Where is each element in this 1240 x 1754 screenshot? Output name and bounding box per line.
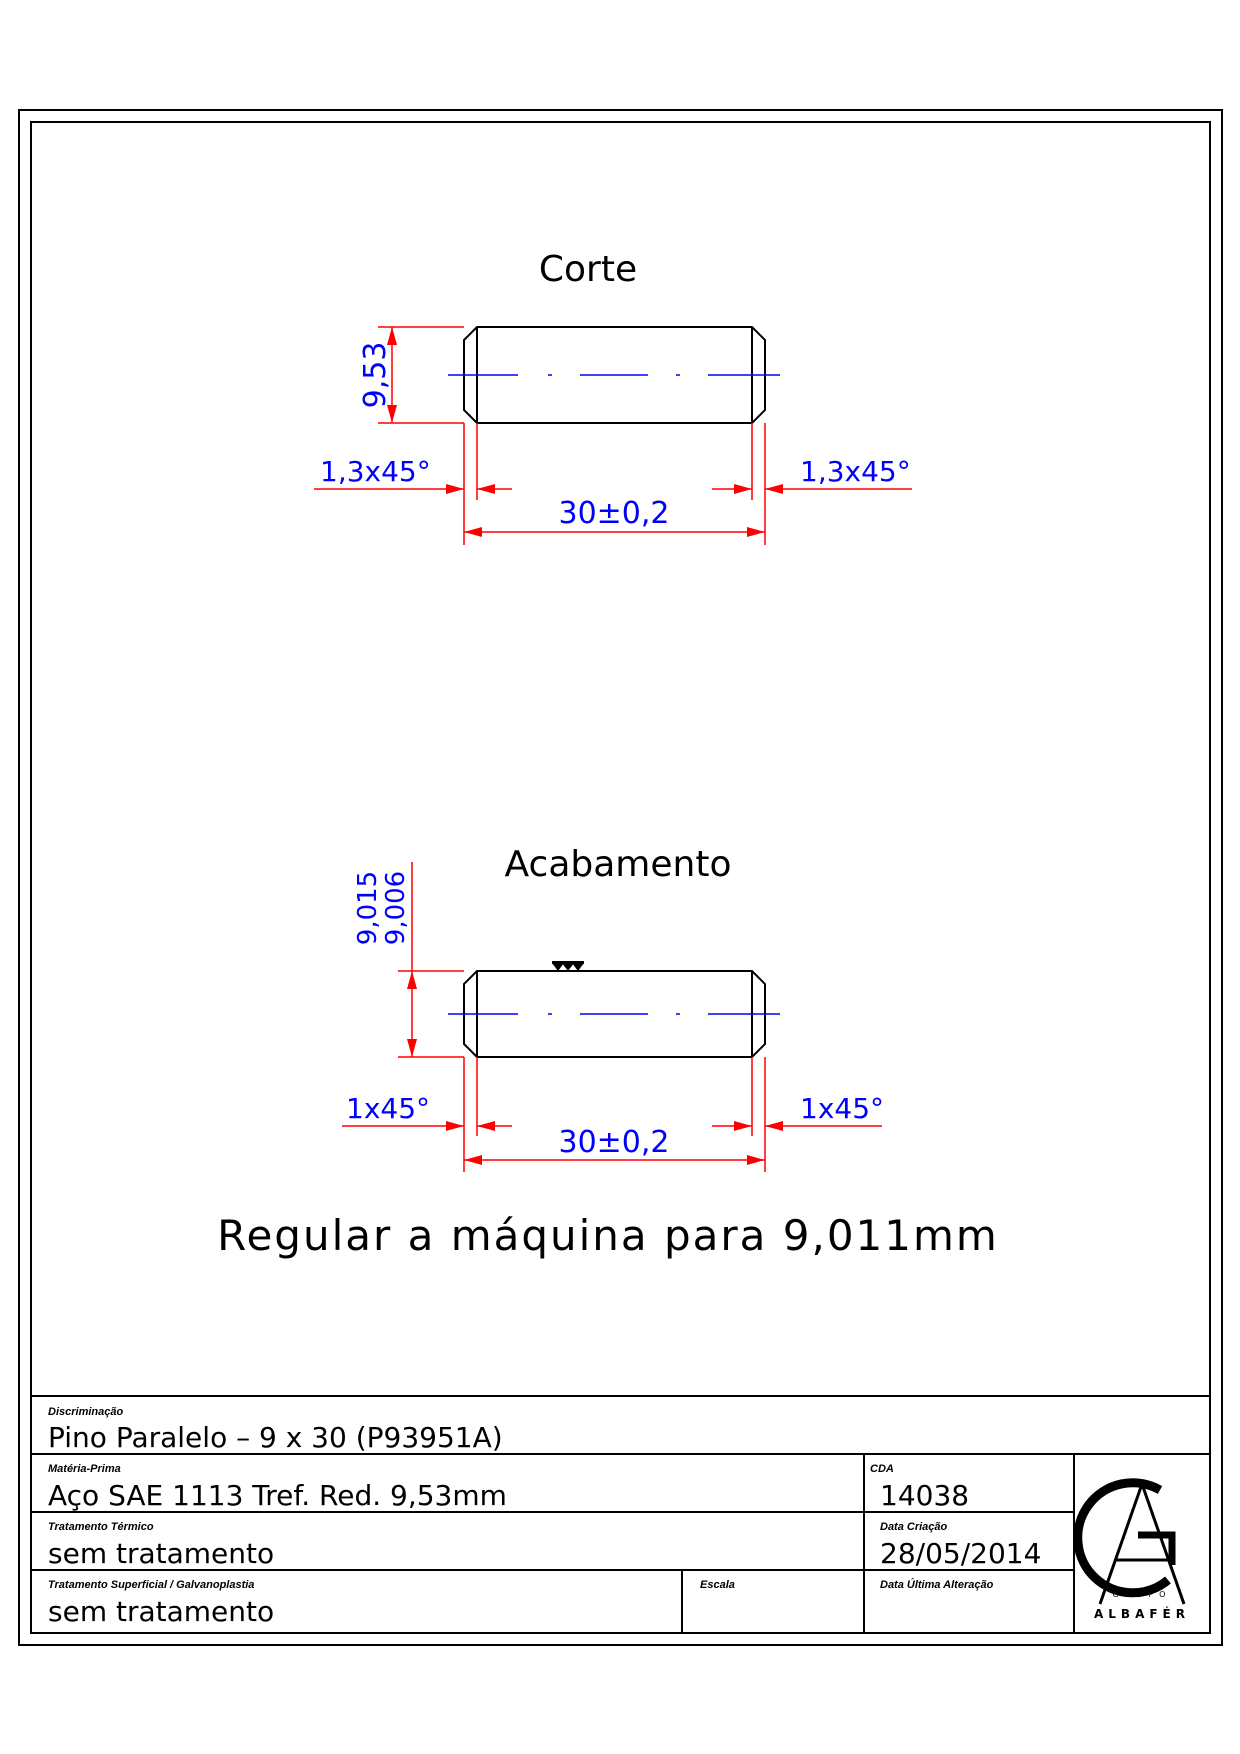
arrowhead [387, 327, 397, 345]
corte-chamfer-left: 1,3x45° [320, 455, 431, 488]
data-criacao-label: Data Criação [880, 1521, 948, 1533]
discriminacao-label: Discriminação [48, 1406, 123, 1418]
logo-top-text: GRUPO [1113, 1590, 1172, 1599]
corte-chamfer-right: 1,3x45° [800, 455, 911, 488]
arrowhead [747, 1155, 765, 1165]
acabamento-view: Acabamento 9,015 9,006 [342, 844, 884, 1172]
title-block-grid [31, 1395, 1210, 1633]
data-ultima-alteracao-label: Data Última Alteração [880, 1578, 994, 1591]
corte-dia-value: 9,53 [358, 342, 393, 409]
arrowhead [464, 1155, 482, 1165]
arrowhead [464, 527, 482, 537]
cda-label: CDA [870, 1463, 894, 1475]
acabamento-dia-dimension [398, 862, 464, 1058]
arrowhead [446, 1121, 464, 1131]
arrowhead [747, 527, 765, 537]
arrowhead [387, 405, 397, 423]
acabamento-chamfer-right: 1x45° [800, 1092, 884, 1125]
acabamento-title: Acabamento [505, 844, 732, 885]
tratamento-termico-value: sem tratamento [48, 1537, 274, 1570]
corte-extension-lines [463, 423, 766, 545]
tratamento-superficial-value: sem tratamento [48, 1595, 274, 1628]
arrowhead [765, 484, 783, 494]
acabamento-chamfer-left: 1x45° [346, 1092, 430, 1125]
tratamento-superficial-label: Tratamento Superficial / Galvanoplastia [48, 1579, 254, 1591]
title-block: Discriminação Pino Paralelo – 9 x 30 (P9… [48, 1406, 1041, 1628]
acabamento-dia-upper: 9,015 [353, 871, 383, 945]
acabamento-extension-lines [463, 1057, 766, 1172]
corte-length-value: 30±0,2 [558, 496, 669, 531]
albafer-logo: GRUPO ALBAFÉR [1073, 1478, 1190, 1621]
logo-bottom-text: ALBAFÉR [1094, 1606, 1190, 1621]
machine-setting-note: Regular a máquina para 9,011mm [217, 1211, 999, 1260]
arrowhead [477, 1121, 495, 1131]
arrowhead [734, 484, 752, 494]
outer-frame [18, 109, 1223, 1646]
surface-finish-symbol [552, 961, 584, 971]
acabamento-length-value: 30±0,2 [558, 1125, 669, 1160]
discriminacao-value: Pino Paralelo – 9 x 30 (P93951A) [48, 1421, 503, 1454]
arrowhead [765, 1121, 783, 1131]
arrowhead [407, 1039, 417, 1057]
materia-prima-label: Matéria-Prima [48, 1463, 121, 1475]
corte-view: Corte 9,53 [314, 249, 912, 545]
arrowhead [734, 1121, 752, 1131]
corte-title: Corte [539, 249, 637, 290]
data-criacao-value: 28/05/2014 [880, 1537, 1041, 1570]
cda-value: 14038 [880, 1479, 969, 1512]
acabamento-dia-lower: 9,006 [381, 871, 411, 945]
inner-frame [30, 121, 1211, 1634]
tratamento-termico-label: Tratamento Térmico [48, 1521, 154, 1533]
materia-prima-value: Aço SAE 1113 Tref. Red. 9,53mm [48, 1479, 507, 1512]
arrowhead [446, 484, 464, 494]
arrowhead [477, 484, 495, 494]
arrowhead [407, 971, 417, 989]
escala-label: Escala [700, 1579, 735, 1591]
